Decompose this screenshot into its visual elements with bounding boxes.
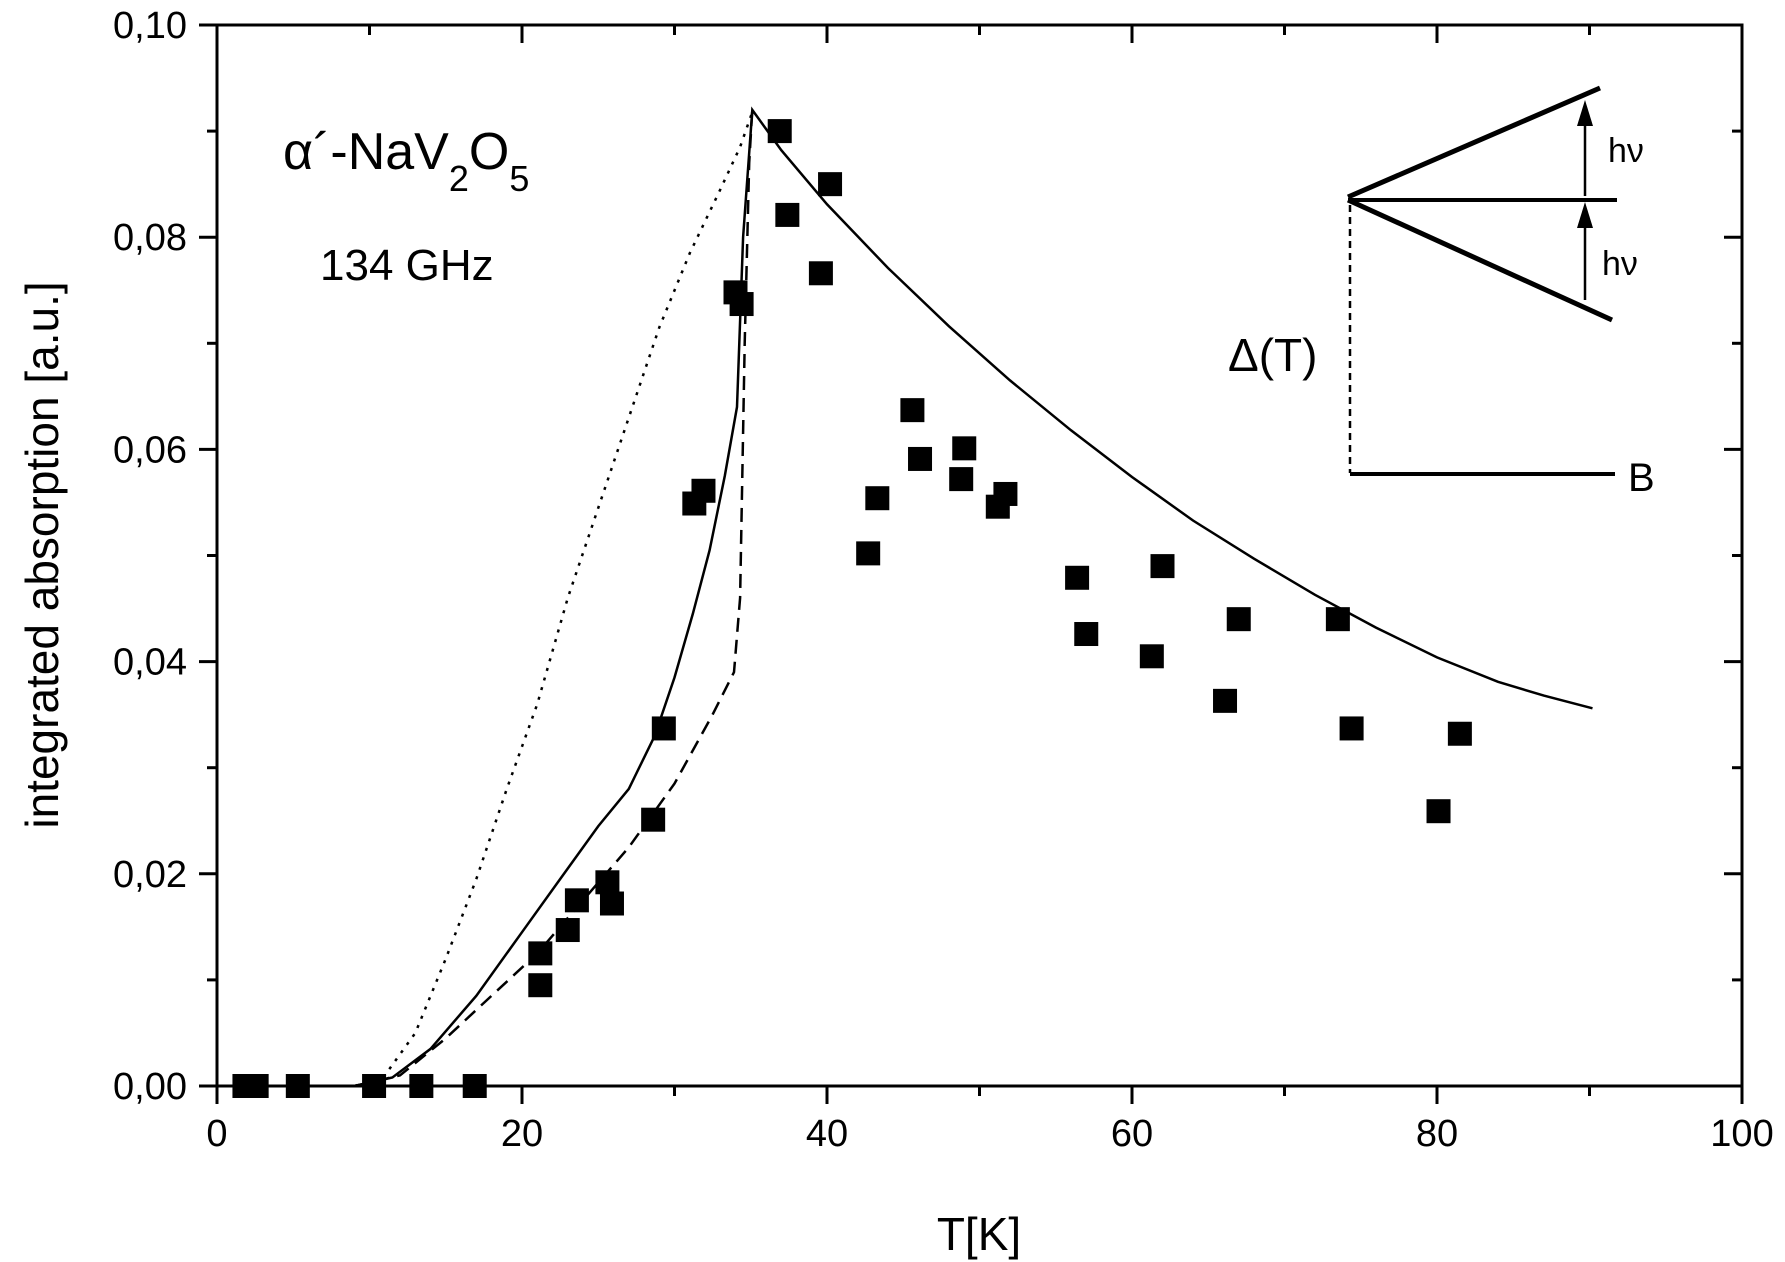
data-point: [462, 1074, 487, 1098]
photon-label-lower: hν: [1602, 245, 1638, 283]
y-tick-label: 0,08: [113, 217, 187, 259]
data-point: [362, 1074, 387, 1098]
data-point: [767, 119, 792, 144]
data-point: [409, 1074, 434, 1098]
x-tick-label: 20: [501, 1113, 543, 1155]
data-point: [564, 888, 589, 913]
data-point: [555, 918, 580, 943]
data-point: [595, 870, 620, 895]
data-point: [244, 1074, 269, 1098]
x-axis-title: T[K]: [937, 1208, 1021, 1260]
data-point: [1065, 565, 1090, 590]
x-tick-label: 40: [806, 1113, 848, 1155]
upper-zeeman-level: [1347, 85, 1601, 200]
data-point: [691, 478, 716, 503]
lower-zeeman-level: [1346, 197, 1614, 323]
data-point: [900, 398, 925, 423]
x-tick-label: 0: [206, 1113, 227, 1155]
compound-subscript-1: 2: [449, 158, 469, 199]
data-point: [528, 973, 553, 998]
data-point: [285, 1074, 310, 1098]
data-point: [1226, 607, 1251, 632]
data-point: [528, 941, 553, 966]
data-point: [599, 891, 624, 916]
x-tick-label: 80: [1416, 1113, 1458, 1155]
data-point: [856, 541, 881, 566]
data-point: [1426, 799, 1451, 824]
gap-label: Δ(T): [1228, 329, 1317, 381]
data-point: [775, 202, 800, 227]
dotted-line-curve: [353, 111, 754, 1088]
x-tick-label: 60: [1111, 1113, 1153, 1155]
data-point: [1447, 721, 1472, 746]
y-tick-label: 0,06: [113, 429, 187, 471]
data-point: [908, 446, 933, 471]
x-tick-label: 100: [1710, 1113, 1773, 1155]
data-point: [1213, 688, 1238, 713]
y-tick-label: 0,02: [113, 854, 187, 896]
data-point: [1339, 716, 1364, 741]
y-tick-label: 0,04: [113, 642, 187, 684]
data-point: [865, 486, 890, 511]
data-point: [641, 807, 666, 832]
data-point: [818, 172, 843, 197]
lower-transition-arrowhead: [1577, 202, 1593, 228]
energy-level-diagram: hν hν Δ(T) B: [1228, 85, 1655, 500]
data-point: [1074, 622, 1099, 647]
y-tick-label: 0,10: [113, 5, 187, 47]
data-point: [952, 436, 977, 461]
y-axis-title: integrated absorption [a.u.]: [16, 281, 68, 828]
photon-label-upper: hν: [1608, 132, 1644, 170]
compound-prefix: α´-NaV: [283, 123, 449, 181]
compound-subscript-2: 5: [509, 158, 529, 199]
axis-ticks: [199, 23, 1744, 1104]
solid-line-curve: [354, 106, 1593, 1088]
data-markers: [232, 119, 1472, 1098]
data-point: [729, 292, 754, 317]
data-point: [651, 716, 676, 741]
y-tick-label: 0,00: [113, 1066, 187, 1108]
frequency-label: 134 GHz: [320, 241, 494, 290]
upper-transition-arrowhead: [1577, 100, 1593, 126]
axis-tick-labels: 0 20 40 60 80 100 0,00 0,02 0,04 0,06 0,08 0,10: [113, 5, 1774, 1155]
data-point: [993, 481, 1018, 506]
data-point: [808, 261, 833, 286]
compound-label: α´-NaV2O5: [283, 123, 529, 199]
data-point: [1150, 554, 1175, 579]
model-curves: [353, 106, 1593, 1088]
data-point: [1325, 607, 1350, 632]
compound-mid: O: [469, 123, 509, 181]
field-label: B: [1628, 456, 1655, 500]
data-point: [1139, 644, 1164, 669]
plot-frame: [215, 23, 1744, 1088]
data-point: [949, 467, 974, 492]
